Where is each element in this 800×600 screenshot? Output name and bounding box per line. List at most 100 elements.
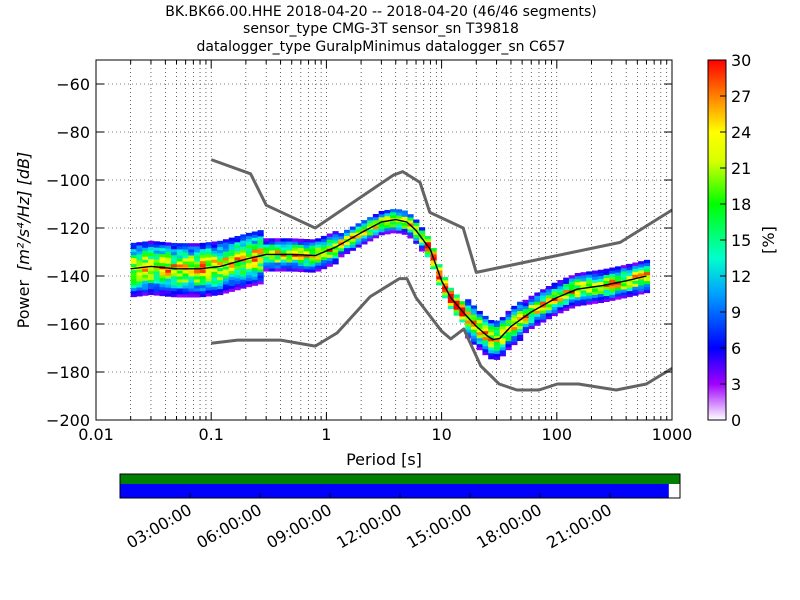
psd-cell: [171, 242, 178, 247]
colorbar-tick-label: 15: [731, 231, 751, 250]
psd-cell: [136, 257, 143, 261]
psd-cell: [338, 254, 345, 258]
psd-cell: [222, 260, 230, 264]
psd-cell: [205, 254, 212, 258]
psd-cell: [205, 263, 212, 267]
psd-cell: [401, 213, 408, 217]
psd-cell: [482, 330, 489, 335]
psd-cell: [303, 239, 310, 243]
psd-cell: [280, 238, 287, 242]
psd-cell: [159, 241, 166, 246]
psd-cell: [142, 289, 149, 293]
psd-cell: [568, 302, 576, 306]
psd-cell: [182, 246, 189, 250]
psd-cell: [171, 260, 178, 265]
psd-cell: [251, 258, 258, 262]
psd-cell: [251, 270, 258, 274]
psd-cell: [176, 243, 183, 247]
psd-cell: [522, 311, 529, 316]
psd-cell: [609, 297, 616, 301]
psd-cell: [557, 280, 564, 284]
psd-cell: [407, 229, 414, 233]
psd-cell: [419, 239, 426, 243]
psd-cell: [419, 245, 426, 249]
psd-cell: [580, 284, 587, 288]
psd-cell: [349, 244, 356, 248]
psd-cell: [211, 280, 218, 284]
colorbar-ticks: 0 3 6 9 12 15 18 21 24 27 30: [720, 51, 751, 430]
psd-cell: [643, 271, 651, 276]
psd-cell: [580, 302, 587, 306]
psd-cell: [228, 252, 235, 256]
psd-cell: [263, 256, 270, 260]
psd-cell: [176, 255, 183, 259]
psd-cell: [557, 292, 564, 296]
psd-cell: [638, 270, 645, 274]
psd-cell: [580, 272, 587, 276]
psd-cell: [320, 247, 328, 252]
psd-cell: [136, 272, 143, 276]
psd-cell: [217, 270, 224, 275]
psd-cell: [240, 273, 247, 277]
psd-cell: [367, 235, 374, 239]
psd-cell: [171, 278, 178, 283]
psd-cell: [165, 293, 172, 297]
psd-cell: [551, 303, 558, 308]
psd-cell: [142, 277, 149, 281]
psd-cell: [142, 244, 149, 248]
psd-cell: [142, 271, 149, 275]
psd-cell: [574, 296, 581, 301]
y-tick-label: −60: [56, 75, 90, 94]
psd-cell: [303, 269, 310, 273]
psd-cell: [176, 282, 183, 286]
psd-cell: [130, 290, 137, 295]
psd-cell: [257, 236, 264, 240]
psd-cell: [142, 286, 149, 290]
psd-cell: [545, 288, 553, 293]
psd-cell: [499, 353, 506, 357]
psd-cell: [361, 232, 368, 236]
psd-cell: [188, 261, 195, 265]
psd-cell: [194, 261, 201, 265]
psd-cell: [217, 255, 224, 260]
psd-cell: [592, 288, 599, 292]
psd-cell: [574, 293, 581, 298]
psd-cell: [171, 293, 178, 298]
psd-cell: [465, 329, 472, 333]
psd-cell: [643, 268, 651, 273]
psd-cell: [274, 250, 282, 254]
psd-cell: [251, 249, 258, 253]
psd-cell: [303, 248, 310, 252]
psd-cell: [470, 332, 478, 336]
psd-cell: [234, 268, 241, 273]
psd-cell: [176, 264, 183, 268]
psd-cell: [528, 304, 535, 309]
psd-cell: [378, 228, 385, 233]
psd-cell: [194, 282, 201, 286]
psd-cell: [534, 304, 541, 308]
psd-cell: [528, 316, 535, 321]
psd-cell: [199, 254, 207, 259]
psd-cell: [453, 309, 460, 313]
psd-cell: [413, 219, 420, 223]
psd-cell: [534, 292, 541, 296]
psd-cell: [297, 238, 305, 243]
psd-cell: [286, 265, 293, 269]
psd-cell: [251, 237, 258, 241]
psd-cell: [309, 263, 316, 267]
psd-cell: [574, 275, 581, 280]
psd-cell: [217, 246, 224, 251]
psd-cell: [390, 215, 397, 219]
psd-cell: [568, 281, 576, 285]
high-noise-model-line: [210, 158, 673, 274]
psd-cell: [165, 257, 172, 261]
psd-cell: [592, 297, 599, 301]
psd-cell: [147, 243, 155, 248]
psd-cell: [286, 244, 293, 248]
psd-cell: [286, 262, 293, 266]
psd-cell: [528, 322, 535, 327]
psd-cell: [228, 246, 235, 250]
psd-cell: [384, 222, 391, 226]
psd-cell: [153, 274, 160, 278]
psd-cell: [165, 290, 172, 294]
